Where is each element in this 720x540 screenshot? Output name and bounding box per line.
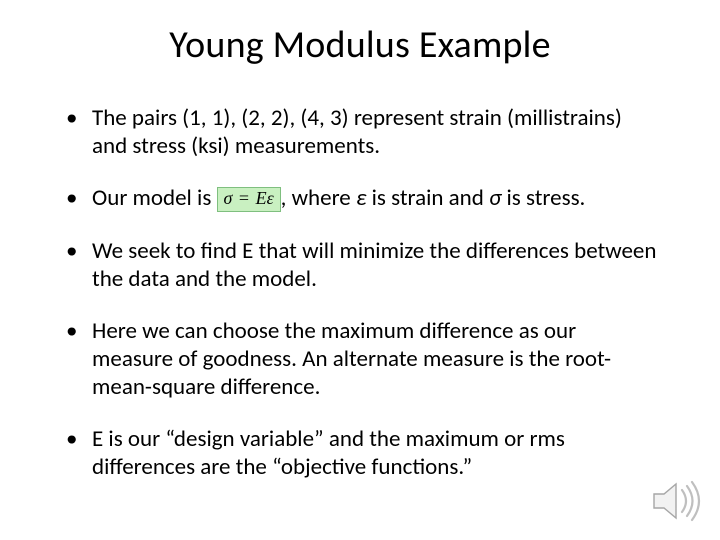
bullet-item: We seek to find E that will minimize the… [66, 237, 660, 293]
bullet-list: The pairs (1, 1), (2, 2), (4, 3) represe… [66, 104, 660, 481]
bullet-item: Our model is σ = Eε, where ε is strain a… [66, 184, 660, 213]
bullet-text: We seek to find E that will minimize the… [92, 237, 656, 293]
var-epsilon: ε [356, 184, 366, 212]
slide-title: Young Modulus Example [0, 22, 720, 68]
bullet-item: E is our “design variable” and the maxim… [66, 425, 660, 481]
bullet-text-suffix: is stress. [501, 184, 585, 212]
speaker-audio-icon[interactable] [650, 476, 706, 526]
speaker-body-shape [654, 484, 676, 518]
slide-body: The pairs (1, 1), (2, 2), (4, 3) represe… [66, 104, 660, 505]
bullet-text: The pairs (1, 1), (2, 2), (4, 3) represe… [92, 104, 622, 160]
bullet-text-mid: , where [281, 184, 356, 212]
bullet-text: Here we can choose the maximum differenc… [92, 317, 611, 401]
var-sigma: σ [489, 184, 501, 212]
bullet-text: E is our “design variable” and the maxim… [92, 425, 565, 481]
bullet-item: The pairs (1, 1), (2, 2), (4, 3) represe… [66, 104, 660, 160]
equation-box: σ = Eε [217, 187, 281, 212]
bullet-text-prefix: Our model is [92, 184, 217, 212]
bullet-text-mid2: is strain and [366, 184, 489, 212]
slide: Young Modulus Example The pairs (1, 1), … [0, 0, 720, 540]
bullet-item: Here we can choose the maximum differenc… [66, 317, 660, 401]
